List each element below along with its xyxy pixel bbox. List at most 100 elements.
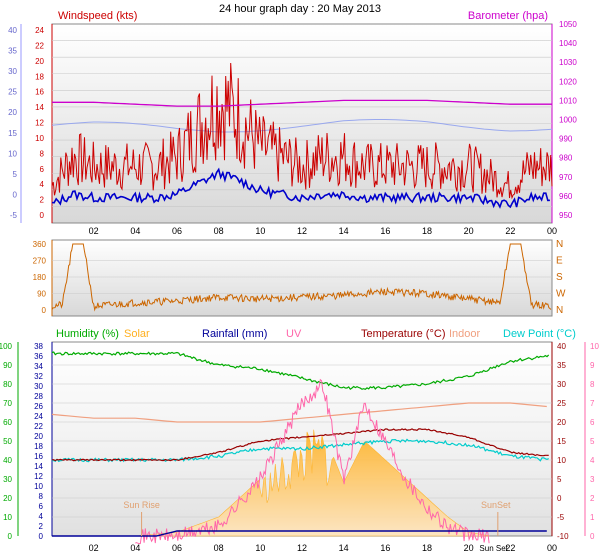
temperature-tick-label: 25 bbox=[557, 399, 566, 408]
sunset-axis-label: Sun Set bbox=[479, 544, 508, 553]
wind-tick-label: 10 bbox=[35, 134, 44, 143]
rain-tick-label: 4 bbox=[39, 512, 44, 521]
direction-gridlines bbox=[52, 260, 552, 294]
wind-tick-label: 8 bbox=[40, 149, 45, 158]
rain-tick-label: 6 bbox=[39, 502, 44, 511]
direction-tick-label: 0 bbox=[42, 306, 47, 315]
wind-outer-tick-label: 40 bbox=[8, 26, 17, 35]
rain-tick-label: 28 bbox=[34, 392, 43, 401]
x-tick-label: 10 bbox=[255, 543, 265, 553]
uv-tick-label: 0 bbox=[590, 532, 595, 541]
wind-x-ticks: 02 04 06 08 10 12 14 16 18 20 22 00 bbox=[89, 226, 557, 236]
baro-tick-label: 950 bbox=[559, 211, 573, 220]
x-tick-label: 00 bbox=[547, 226, 557, 236]
rain-tick-label: 18 bbox=[34, 442, 43, 451]
x-tick-label: 18 bbox=[422, 543, 432, 553]
uv-tick-label: 9 bbox=[590, 361, 595, 370]
x-tick-label: 12 bbox=[297, 543, 307, 553]
legend-item: Rainfall (mm) bbox=[202, 328, 267, 340]
temperature-ticks: -10 -5 0 5 10 15 20 25 30 35 40 bbox=[557, 342, 569, 541]
humidity-tick-label: 100 bbox=[0, 342, 13, 351]
compass-tick-label: N bbox=[556, 305, 563, 316]
compass-tick-label: S bbox=[556, 272, 563, 283]
legend-item: Solar bbox=[124, 328, 150, 340]
uv-tick-label: 4 bbox=[590, 456, 595, 465]
x-tick-label: 02 bbox=[89, 226, 99, 236]
temperature-tick-label: 20 bbox=[557, 418, 566, 427]
wind-outer-tick-label: 0 bbox=[13, 190, 18, 199]
direction-series bbox=[51, 243, 552, 312]
x-tick-label: 16 bbox=[380, 543, 390, 553]
uv-tick-label: 3 bbox=[590, 475, 595, 484]
rain-tick-label: 20 bbox=[34, 432, 43, 441]
rain-tick-label: 22 bbox=[34, 422, 43, 431]
uv-tick-label: 5 bbox=[590, 437, 595, 446]
sunset-label: SunSet bbox=[481, 500, 511, 510]
wind-tick-label: 12 bbox=[35, 119, 44, 128]
baro-tick-label: 980 bbox=[559, 154, 573, 163]
climate-legend: Humidity (%) Solar Rainfall (mm) UV Temperat… bbox=[56, 328, 576, 340]
wind-tick-label: 14 bbox=[35, 103, 44, 112]
rain-tick-label: 30 bbox=[34, 382, 43, 391]
humidity-tick-label: 50 bbox=[3, 437, 12, 446]
barometer-label: Barometer (hpa) bbox=[468, 10, 548, 22]
baro-tick-label: 960 bbox=[559, 192, 573, 201]
x-tick-label: 20 bbox=[464, 543, 474, 553]
sunrise-label: Sun Rise bbox=[123, 500, 160, 510]
uv-tick-label: 2 bbox=[590, 494, 595, 503]
rain-tick-label: 16 bbox=[34, 452, 43, 461]
legend-item: Dew Point (°C) bbox=[503, 328, 576, 340]
direction-tick-label: 90 bbox=[37, 290, 46, 299]
wind-tick-label: 0 bbox=[40, 211, 45, 220]
x-tick-label: 02 bbox=[89, 543, 99, 553]
legend-item: Temperature (°C) bbox=[361, 328, 445, 340]
x-tick-label: 20 bbox=[464, 226, 474, 236]
humidity-tick-label: 80 bbox=[3, 380, 12, 389]
wind-outer-tick-label: 15 bbox=[8, 129, 17, 138]
rain-tick-label: 10 bbox=[34, 482, 43, 491]
direction-panel bbox=[51, 239, 553, 317]
rain-tick-label: 24 bbox=[34, 412, 43, 421]
uv-line bbox=[135, 378, 490, 545]
windspeed-line bbox=[51, 62, 553, 200]
compass-tick-label: N bbox=[556, 239, 563, 250]
rain-tick-label: 26 bbox=[34, 402, 43, 411]
wind-tick-label: 20 bbox=[35, 57, 44, 66]
uv-tick-label: 8 bbox=[590, 380, 595, 389]
wind-outer-tick-label: 5 bbox=[13, 170, 18, 179]
direction-tick-label: 360 bbox=[33, 240, 47, 249]
rain-tick-label: 32 bbox=[34, 372, 43, 381]
wind-series bbox=[51, 62, 553, 209]
baro-tick-label: 1040 bbox=[559, 39, 577, 48]
temperature-tick-label: 10 bbox=[557, 456, 566, 465]
wind-outer-tick-label: 35 bbox=[8, 47, 17, 56]
x-tick-label: 14 bbox=[339, 226, 349, 236]
wind-tick-label: 2 bbox=[40, 196, 45, 205]
wind-outer-tick-label: 20 bbox=[8, 108, 17, 117]
x-tick-label: 04 bbox=[130, 226, 140, 236]
compass-tick-label: W bbox=[556, 289, 566, 300]
humidity-tick-label: 70 bbox=[3, 399, 12, 408]
humidity-tick-label: 60 bbox=[3, 418, 12, 427]
x-tick-label: 14 bbox=[339, 543, 349, 553]
direction-line bbox=[51, 243, 552, 312]
legend-item: UV bbox=[286, 328, 302, 340]
solar-area bbox=[135, 429, 490, 537]
temperature-tick-label: 35 bbox=[557, 361, 566, 370]
temperature-tick-label: 30 bbox=[557, 380, 566, 389]
wind-outer-tick-label: 25 bbox=[8, 88, 17, 97]
barometer-line bbox=[52, 99, 552, 107]
rain-tick-label: 38 bbox=[34, 342, 43, 351]
wind-tick-label: 16 bbox=[35, 88, 44, 97]
x-tick-label: 22 bbox=[505, 543, 515, 553]
temperature-tick-label: 0 bbox=[557, 494, 562, 503]
rain-tick-label: 0 bbox=[39, 532, 44, 541]
indoor-line bbox=[51, 402, 547, 423]
temperature-tick-label: -10 bbox=[557, 532, 569, 541]
direction-tick-label: 270 bbox=[33, 257, 47, 266]
baro-tick-label: 1020 bbox=[559, 77, 577, 86]
humidity-tick-label: 40 bbox=[3, 456, 12, 465]
temperature-tick-label: 15 bbox=[557, 437, 566, 446]
